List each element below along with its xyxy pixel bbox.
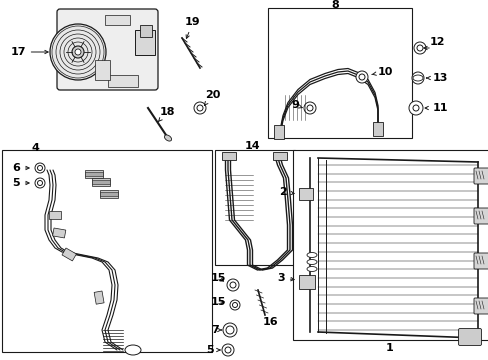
Text: 2: 2 <box>279 187 294 197</box>
FancyBboxPatch shape <box>473 168 488 184</box>
Bar <box>53 228 66 238</box>
Bar <box>92 180 110 184</box>
Text: 12: 12 <box>428 37 444 47</box>
Circle shape <box>50 24 106 80</box>
FancyBboxPatch shape <box>473 298 488 314</box>
Bar <box>105 15 130 25</box>
FancyBboxPatch shape <box>473 208 488 224</box>
Circle shape <box>304 102 315 114</box>
Circle shape <box>225 326 234 334</box>
Bar <box>298 188 312 200</box>
Circle shape <box>226 279 239 291</box>
Text: 3: 3 <box>277 273 294 283</box>
Bar <box>215 150 294 265</box>
Text: 20: 20 <box>204 90 220 105</box>
Bar <box>2 150 212 352</box>
Bar <box>108 75 138 87</box>
Circle shape <box>38 166 42 171</box>
Bar <box>100 190 118 198</box>
Text: 4: 4 <box>31 143 39 153</box>
Circle shape <box>229 300 240 310</box>
Ellipse shape <box>306 266 316 271</box>
Text: 5: 5 <box>12 178 29 188</box>
Text: 10: 10 <box>371 67 392 77</box>
Circle shape <box>72 46 84 58</box>
Text: 1: 1 <box>386 343 393 353</box>
Circle shape <box>412 105 418 111</box>
Bar <box>272 152 286 160</box>
Circle shape <box>416 45 422 51</box>
Bar <box>92 178 110 186</box>
Bar <box>85 172 103 176</box>
Bar <box>222 152 236 160</box>
Bar <box>95 60 110 80</box>
Circle shape <box>35 163 45 173</box>
Bar <box>100 192 118 196</box>
Text: 15: 15 <box>210 273 225 283</box>
Bar <box>94 291 104 304</box>
Text: 15: 15 <box>210 297 225 307</box>
Circle shape <box>355 71 367 83</box>
FancyBboxPatch shape <box>458 328 481 346</box>
Text: 16: 16 <box>262 317 277 327</box>
Text: 5: 5 <box>206 345 220 355</box>
Text: 13: 13 <box>426 73 447 83</box>
Circle shape <box>415 76 419 80</box>
Circle shape <box>232 302 237 307</box>
Bar <box>372 122 382 136</box>
Bar <box>62 248 76 261</box>
Circle shape <box>224 347 230 353</box>
Bar <box>140 25 152 37</box>
Circle shape <box>413 42 425 54</box>
Bar <box>267 8 411 138</box>
Circle shape <box>194 102 205 114</box>
Text: 11: 11 <box>424 103 447 113</box>
Text: 7: 7 <box>211 325 221 335</box>
Text: 14: 14 <box>244 141 260 151</box>
Text: 8: 8 <box>330 0 338 10</box>
Text: 17: 17 <box>10 47 48 57</box>
Circle shape <box>229 282 236 288</box>
Bar <box>292 150 488 340</box>
Text: 19: 19 <box>185 17 201 39</box>
Bar <box>85 170 103 178</box>
Ellipse shape <box>412 75 422 81</box>
Text: 9: 9 <box>290 100 302 110</box>
Ellipse shape <box>125 345 141 355</box>
Circle shape <box>75 49 81 55</box>
Circle shape <box>408 101 422 115</box>
Bar <box>135 30 155 55</box>
Circle shape <box>35 178 45 188</box>
Circle shape <box>222 344 234 356</box>
Circle shape <box>411 72 423 84</box>
Circle shape <box>306 105 312 111</box>
Circle shape <box>38 180 42 185</box>
FancyBboxPatch shape <box>57 9 158 90</box>
Bar <box>273 125 284 139</box>
Ellipse shape <box>306 260 316 265</box>
Bar <box>49 211 61 219</box>
Text: 18: 18 <box>158 107 174 122</box>
Ellipse shape <box>164 135 171 141</box>
Circle shape <box>223 323 237 337</box>
Ellipse shape <box>306 252 316 257</box>
Circle shape <box>358 74 364 80</box>
Circle shape <box>197 105 203 111</box>
Text: 6: 6 <box>12 163 29 173</box>
Bar <box>298 275 314 289</box>
FancyBboxPatch shape <box>473 253 488 269</box>
